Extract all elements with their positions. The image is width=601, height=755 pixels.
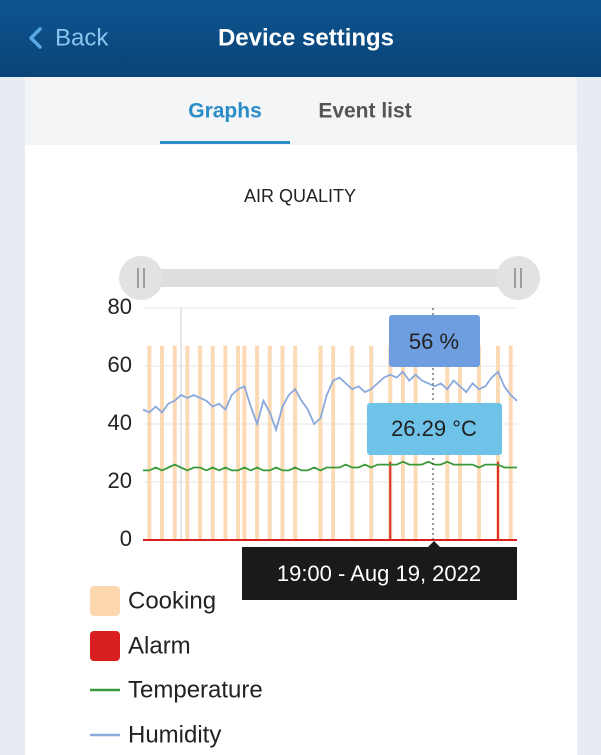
event-bar (508, 345, 513, 540)
back-icon[interactable] (29, 27, 42, 49)
overlays: 56 % 26.29 °C 19:00 - Aug 19, 2022 Cooking A… (90, 308, 517, 748)
slider-handle[interactable] (119, 256, 163, 300)
event-bar (496, 461, 499, 540)
header (0, 0, 601, 77)
tab[interactable]: Event list (318, 100, 411, 123)
event-bar (255, 345, 260, 540)
tooltip-text: 26.29 °C (391, 416, 477, 441)
tab[interactable]: Graphs (188, 100, 262, 123)
y-tick-label: 0 (120, 526, 132, 551)
event-bar (185, 345, 190, 540)
handle-grip (137, 268, 522, 288)
tooltip-text: 19:00 - Aug 19, 2022 (277, 561, 481, 586)
event-bar (236, 345, 241, 540)
legend-label: Temperature (128, 676, 263, 703)
legend-label: Alarm (128, 632, 191, 659)
legend-swatch (90, 631, 120, 661)
event-bar (172, 345, 177, 540)
slider-handle[interactable] (496, 256, 540, 300)
event-bar (210, 345, 215, 540)
back-button[interactable]: Back (55, 24, 109, 51)
header-title: Device settings (218, 24, 394, 51)
legend-swatch (90, 586, 120, 616)
y-tick-label: 40 (108, 410, 132, 435)
event-bar (318, 345, 323, 540)
event-bar (350, 345, 355, 540)
legend-label: Humidity (128, 721, 221, 748)
tooltip-box (242, 547, 517, 600)
event-bar (389, 461, 392, 540)
legend-label: Cooking (128, 587, 216, 614)
event-bar (280, 345, 285, 540)
event-bar (267, 345, 272, 540)
tooltip-arrow (428, 541, 440, 547)
tab-indicator (160, 141, 290, 144)
event-bar (331, 345, 336, 540)
tooltip-box (389, 315, 480, 367)
y-tick-label: 80 (108, 294, 132, 319)
range-slider[interactable] (141, 269, 518, 287)
chart-title: AIR QUALITY (244, 186, 356, 206)
series-line (142, 370, 518, 433)
event-bar (198, 345, 203, 540)
event-bar (242, 345, 247, 540)
event-bar (293, 345, 298, 540)
event-bar (147, 345, 152, 540)
tooltip-box (367, 403, 502, 455)
event-bar (160, 345, 165, 540)
event-bar (223, 345, 228, 540)
y-tick-label: 60 (108, 352, 132, 377)
tooltip-text: 56 % (409, 329, 459, 354)
plot: 020406080Aug (108, 294, 518, 568)
y-tick-label: 20 (108, 468, 132, 493)
series-line (143, 460, 517, 472)
tab-bar (25, 77, 577, 145)
